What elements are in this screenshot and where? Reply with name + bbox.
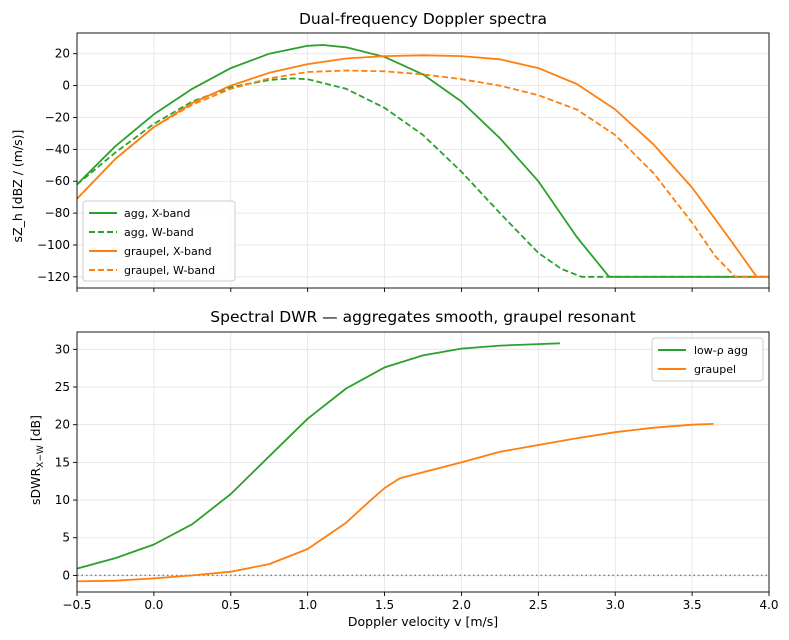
series-line-graupel <box>77 423 714 583</box>
spectra-panel: Dual-frequency Doppler spectra sZ_h [dBZ… <box>10 10 770 292</box>
legend-entry-graupel-x-band: graupel, X-band <box>89 245 212 258</box>
y-tick-label: 20 <box>55 47 70 61</box>
y-tick-label: 10 <box>55 493 70 507</box>
legend-entry-agg-x-band: agg, X-band <box>89 207 190 220</box>
series-line-graupel-w-band <box>77 69 769 278</box>
legend-entry-graupel-w-band: graupel, W-band <box>89 264 215 277</box>
y-tick-label: 15 <box>55 455 70 469</box>
y-tick-label: −60 <box>45 174 70 188</box>
x-tick-label: 2.5 <box>529 598 548 612</box>
x-tick-label: 0.0 <box>144 598 163 612</box>
dwr-grid <box>76 332 770 592</box>
y-tick-label: −20 <box>45 110 70 124</box>
y-tick-label: −40 <box>45 142 70 156</box>
y-tick-label: 20 <box>55 418 70 432</box>
x-tick-label: 1.0 <box>298 598 317 612</box>
legend-entry-graupel: graupel <box>658 363 736 376</box>
x-tick-label: 1.5 <box>375 598 394 612</box>
legend-label: agg, X-band <box>124 207 190 220</box>
x-tick-label: 2.0 <box>452 598 471 612</box>
dwr-legend-box <box>651 337 764 382</box>
spectra-legend: agg, X-band agg, W-band graupel, X-band … <box>82 200 236 282</box>
dwr-panel: Spectral DWR — aggregates smooth, graupe… <box>28 308 779 629</box>
dwr-series <box>77 342 714 583</box>
spectra-y-axis-label: sZ_h [dBZ / (m/s)] <box>10 130 25 243</box>
y-tick-label: 25 <box>55 380 70 394</box>
y-tick-label: 5 <box>62 531 70 545</box>
legend-label: graupel, X-band <box>124 245 212 258</box>
x-tick-label: 4.0 <box>759 598 778 612</box>
y-tick-label: −120 <box>37 270 70 284</box>
x-tick-label: 3.0 <box>606 598 625 612</box>
series-line-agg-x-band <box>77 44 769 278</box>
spectra-legend-box <box>82 200 236 282</box>
legend-entry-agg-w-band: agg, W-band <box>89 226 194 239</box>
y-tick-label: −80 <box>45 206 70 220</box>
x-tick-label: 3.5 <box>683 598 702 612</box>
dwr-title: Spectral DWR — aggregates smooth, graupe… <box>210 308 635 326</box>
x-axis-label: Doppler velocity v [m/s] <box>348 614 498 629</box>
dwr-y-label-unit: [dB] <box>28 415 43 445</box>
legend-entry-low-rho-agg: low-ρ agg <box>658 344 748 357</box>
dwr-y-label-subscript: X−W <box>36 445 46 468</box>
dwr-legend: low-ρ agg graupel <box>651 337 764 382</box>
y-tick-label: 30 <box>55 342 70 356</box>
legend-label: agg, W-band <box>124 226 194 239</box>
series-line-graupel-x-band <box>77 54 769 278</box>
x-tick-label: −0.5 <box>62 598 91 612</box>
series-line-low-agg <box>77 342 560 570</box>
legend-label: graupel <box>694 363 736 376</box>
y-tick-label: 0 <box>62 79 70 93</box>
x-tick-label: 0.5 <box>221 598 240 612</box>
spectra-plot-frame <box>76 32 770 289</box>
spectra-series <box>77 44 769 278</box>
spectra-ticks: −120 −100 −80 −60 −40 −20 0 20 <box>37 47 770 292</box>
dwr-y-axis-label: sDWRX−W [dB] <box>28 415 46 505</box>
dwr-y-label-main: sDWR <box>28 468 43 505</box>
series-line-agg-w-band <box>77 77 769 278</box>
spectra-title: Dual-frequency Doppler spectra <box>299 10 547 28</box>
y-tick-label: −100 <box>37 238 70 252</box>
legend-label: low-ρ agg <box>694 344 748 357</box>
dwr-ticks: −0.5 0.0 0.5 1.0 1.5 2.0 2.5 3.0 3.5 4.0 0 5 10 15 20 2… <box>55 342 779 612</box>
y-tick-label: 0 <box>62 568 70 582</box>
legend-label: graupel, W-band <box>124 264 215 277</box>
